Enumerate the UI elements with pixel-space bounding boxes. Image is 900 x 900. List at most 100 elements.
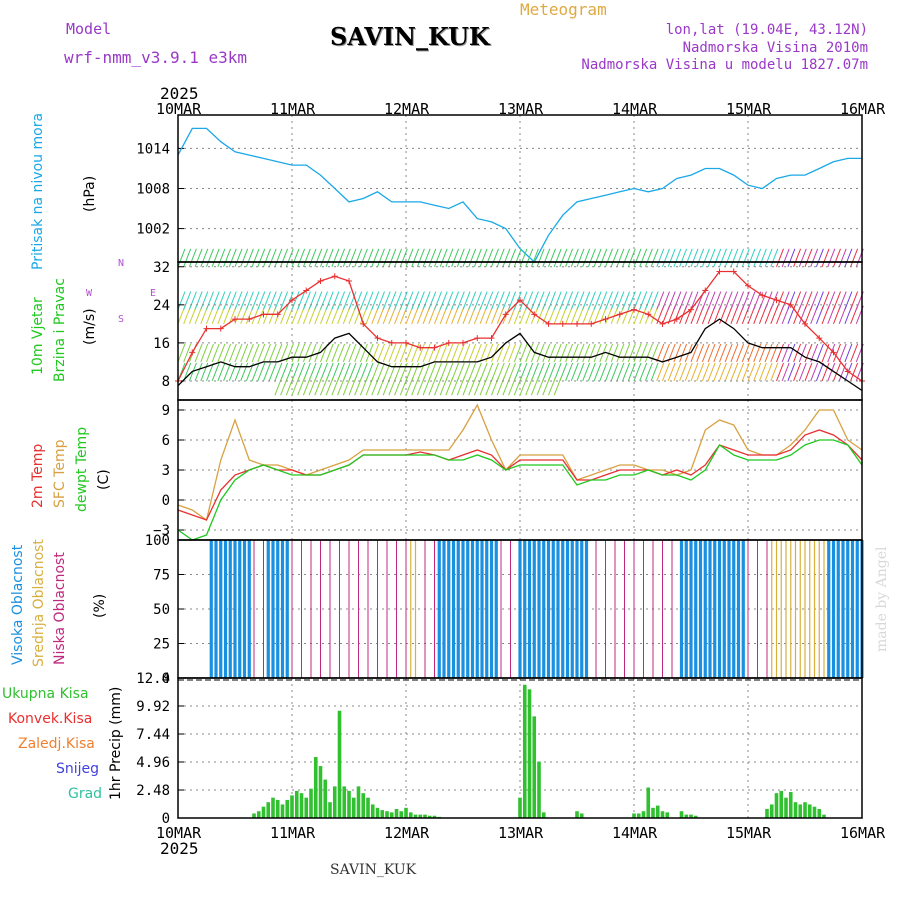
wind-vector xyxy=(810,362,819,382)
gust-marker xyxy=(474,335,481,342)
wind-vector xyxy=(211,343,220,363)
precip-bar xyxy=(689,814,693,818)
wind-vector xyxy=(354,343,363,363)
wind-vector xyxy=(690,248,699,267)
precip-bar xyxy=(323,779,328,818)
wind-vector xyxy=(274,343,283,363)
wind-vector xyxy=(793,343,802,363)
wind-vector xyxy=(519,377,528,396)
wind-vector xyxy=(787,291,796,310)
wind-vector xyxy=(331,291,340,310)
gust-marker xyxy=(317,278,324,285)
high-cloud-bar xyxy=(233,540,237,678)
wind-vector xyxy=(354,377,363,396)
wind-vector xyxy=(462,291,471,310)
precip-bar xyxy=(261,806,266,818)
high-cloud-bar xyxy=(527,540,532,678)
precip-bar xyxy=(418,814,423,818)
wind-vector xyxy=(570,343,579,363)
wind-vector xyxy=(206,343,214,363)
wind-vector xyxy=(508,343,517,363)
wind-vector xyxy=(844,248,853,267)
wind-vector xyxy=(456,343,465,363)
footer-station: SAVIN_KUK xyxy=(330,862,417,878)
gust-marker xyxy=(445,339,452,346)
wind-vector xyxy=(827,343,836,363)
wind-vector xyxy=(496,291,505,310)
wind-vector xyxy=(177,291,186,310)
high-cloud-bar xyxy=(570,540,574,678)
wind-vector xyxy=(530,291,539,310)
wind-vector xyxy=(468,291,477,310)
wind-vector xyxy=(781,343,790,363)
high-cloud-bar xyxy=(247,540,251,678)
gust-marker xyxy=(773,297,780,304)
wind-vector xyxy=(821,248,830,267)
wind-vector xyxy=(183,291,192,310)
wind-vector xyxy=(639,291,648,310)
wind-vector xyxy=(394,377,403,396)
wind-vector xyxy=(827,248,836,267)
wind-vector xyxy=(422,291,431,310)
wind-vector xyxy=(741,291,750,310)
wind-vector xyxy=(741,362,750,382)
precip-bar xyxy=(385,811,389,818)
wind-vector xyxy=(223,362,232,382)
precip-tick-label: 7.44 xyxy=(136,727,170,743)
high-cloud-bar xyxy=(741,540,745,678)
wind-vector xyxy=(473,248,482,267)
precip-bar xyxy=(537,761,541,818)
high-cloud-bar xyxy=(575,540,579,678)
precip-bar xyxy=(632,813,636,818)
wind-vector xyxy=(798,362,807,382)
precip-bar xyxy=(807,804,812,818)
wind-vector xyxy=(377,248,385,267)
precip-bar xyxy=(641,811,646,818)
wind-vector xyxy=(456,377,465,396)
high-cloud-bar xyxy=(214,540,218,678)
wind-speed-line xyxy=(177,318,863,392)
wind-vector xyxy=(508,248,517,267)
wind-vector xyxy=(308,291,317,310)
high-cloud-bar xyxy=(485,540,489,678)
precip-tick-label: 2.48 xyxy=(136,783,170,799)
wind-vector xyxy=(462,377,471,396)
gust-marker xyxy=(274,311,281,318)
bottom-date-label: 14MAR xyxy=(612,824,658,842)
wind-vector xyxy=(473,291,482,310)
wind-vector xyxy=(559,248,568,267)
wind-vector xyxy=(479,248,488,267)
precip-bar xyxy=(394,808,399,818)
wind-tick-label: 8 xyxy=(162,374,170,390)
gust-marker xyxy=(232,316,238,323)
gust-marker xyxy=(588,320,595,327)
wind-vector xyxy=(240,291,249,310)
wind-vector xyxy=(787,362,796,382)
wind-vector xyxy=(257,343,266,363)
wind-vector xyxy=(200,362,209,382)
precip-tick-label: 4.96 xyxy=(136,755,170,771)
model-name: wrf-nmm_v3.9.1 e3km xyxy=(64,48,248,67)
wind-vector xyxy=(764,343,773,363)
wind-vector xyxy=(468,248,477,267)
wind-vector xyxy=(616,248,625,267)
wind-vector xyxy=(297,248,306,267)
gust-marker xyxy=(602,316,609,323)
high-cloud-bar xyxy=(466,540,470,678)
wind-vector xyxy=(354,248,363,267)
wind-vector xyxy=(525,377,534,396)
wind-vector xyxy=(690,291,699,310)
wind-vector xyxy=(793,248,802,267)
precip-bar xyxy=(351,797,356,818)
pressure-tick-label: 1008 xyxy=(136,182,170,198)
wind-vector xyxy=(679,248,688,267)
wind-vector xyxy=(593,291,602,310)
high-cloud-bar xyxy=(223,540,228,678)
wind-vector xyxy=(291,248,300,267)
wind-vector xyxy=(719,248,727,267)
wind-vector xyxy=(251,291,260,310)
wind-vector xyxy=(850,362,859,382)
wind-vector xyxy=(485,377,494,396)
wind-vector xyxy=(268,343,277,363)
wind-vector xyxy=(542,343,551,363)
